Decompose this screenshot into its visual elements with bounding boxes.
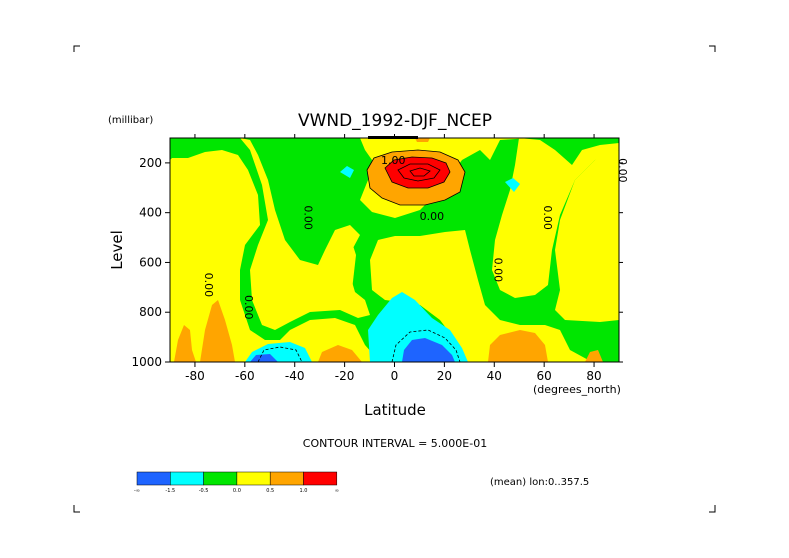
colorbar-label: ∞ <box>335 488 339 494</box>
x-axis: -80 -60 -40 -20 0 20 40 60 80 <box>185 134 602 383</box>
y-tick-label: 800 <box>139 305 162 319</box>
contour-label: 0.00 <box>242 295 255 320</box>
x-tick-label: -60 <box>235 369 255 383</box>
x-tick-label: 60 <box>537 369 552 383</box>
fill-orange-lowlat-b <box>200 300 235 362</box>
colorbar-swatch <box>236 471 271 486</box>
colorbar-swatch <box>203 471 238 486</box>
contour-jet-1 <box>366 149 466 206</box>
contour-interval-text: CONTOUR INTERVAL = 5.000E-01 <box>303 437 487 450</box>
mean-lon-text: (mean) lon:0..357.5 <box>490 477 589 488</box>
x-tick-label: -40 <box>285 369 305 383</box>
x-tick-label: 40 <box>487 369 502 383</box>
fill-red-jet-core <box>385 157 450 188</box>
top-edge-bar <box>368 136 418 139</box>
colorbar-label: -1.5 <box>165 488 175 494</box>
y-axis: 200 400 600 800 1000 <box>131 156 623 369</box>
x-tick-label: -20 <box>335 369 355 383</box>
colorbar-label: -0.5 <box>199 488 209 494</box>
fill-orange-lowlat-left <box>174 325 196 362</box>
fill-orange-right <box>488 330 548 362</box>
contour-label: 0.00 <box>202 273 215 298</box>
contour-fills <box>170 138 619 362</box>
colorbar-swatch <box>303 471 338 486</box>
colorbar-label: 0.5 <box>266 488 274 494</box>
fill-orange-lowlat-c <box>318 345 362 362</box>
contour-label: 0.00 <box>616 158 629 183</box>
colorbar-swatch <box>269 471 304 486</box>
fill-orange-small <box>585 350 603 362</box>
chart-title: VWND_1992-DJF_NCEP <box>298 111 492 131</box>
fill-yellow-pocket-c <box>492 138 619 298</box>
fill-yellow-pocket-b <box>240 138 370 330</box>
contour-cyan-dashed <box>391 329 461 362</box>
x-unit-label: (degrees_north) <box>533 383 621 396</box>
y-tick-label: 600 <box>139 255 162 269</box>
y-axis-label: Level <box>108 230 126 270</box>
x-tick-label: -80 <box>185 369 205 383</box>
colorbar-label: -∞ <box>134 488 140 494</box>
contour-jet-3 <box>397 163 441 182</box>
contour-label: 0.00 <box>302 205 315 230</box>
contour-label: 1.00 <box>381 154 406 167</box>
crop-marks <box>73 45 716 513</box>
contour-lines <box>257 149 466 362</box>
x-axis-label: Latitude <box>364 401 426 419</box>
fill-yellow-pocket-f <box>608 165 619 205</box>
contour-jet-4 <box>409 167 431 177</box>
contour-label: 0.00 <box>420 210 445 223</box>
colorbar-swatch <box>170 471 204 486</box>
colorbar-swatch <box>136 471 171 486</box>
fill-cyan-small-b <box>505 178 520 192</box>
y-unit-label: (millibar) <box>108 115 153 126</box>
x-tick-label: 80 <box>586 369 601 383</box>
contour-label: 0.00 <box>491 258 504 283</box>
contour-labels: 1.00 0.00 0.00 0.00 0.00 0.00 0.00 0.00 <box>202 154 629 319</box>
fill-blue-center <box>402 338 455 362</box>
y-tick-label: 400 <box>139 206 162 220</box>
colorbar: -∞ -1.5 -0.5 0.0 0.5 1.0 ∞ <box>134 471 339 494</box>
contour-cyan-dashed-2 <box>257 346 303 362</box>
fill-blue-left <box>250 354 278 362</box>
x-tick-label: 0 <box>391 369 399 383</box>
colorbar-label: 0.0 <box>233 488 241 494</box>
x-tick-label: 20 <box>437 369 452 383</box>
contour-label: 0.00 <box>541 205 554 230</box>
fill-cyan-center <box>368 292 468 362</box>
fill-cyan-small-a <box>340 166 354 178</box>
colorbar-label: 1.0 <box>300 488 308 494</box>
y-tick-label: 200 <box>139 156 162 170</box>
fill-orange-top <box>415 138 430 142</box>
y-tick-label: 1000 <box>131 355 162 369</box>
contour-jet-2 <box>384 156 451 189</box>
